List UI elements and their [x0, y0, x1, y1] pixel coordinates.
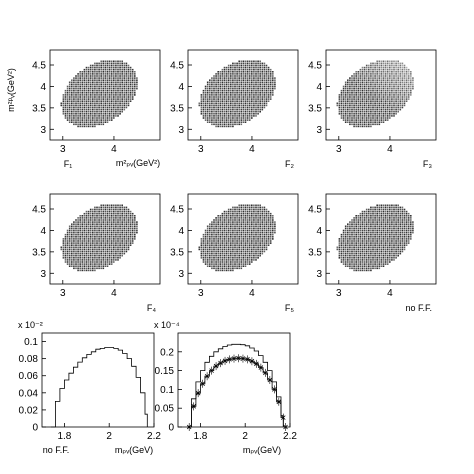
- y-tick-label: 0.02: [19, 405, 39, 416]
- histogram-series-1: [51, 347, 148, 428]
- plot-frame-3: [49, 193, 161, 285]
- dalitz-panel-2: 3 4 3 3.5 4 4.5 F₂: [170, 49, 299, 169]
- y-tick-label: 3.5: [308, 103, 322, 114]
- scale-factor-label: x 10⁻²: [18, 320, 43, 330]
- panel-label: F₅: [285, 303, 294, 313]
- x-tick-label: 2: [106, 431, 112, 442]
- dalitz-region-1: [60, 60, 138, 128]
- dalitz-region-6: [336, 204, 414, 272]
- x-tick-label: 3: [198, 144, 204, 155]
- histogram-series-2: [187, 357, 284, 428]
- plot-frame-5: [325, 193, 437, 285]
- panel-label: no F.F.: [43, 445, 70, 455]
- x-tick-label: 1.8: [57, 431, 71, 442]
- y-tick-label: 4.5: [32, 61, 46, 72]
- y-tick-label: 0.06: [19, 371, 39, 382]
- dalitz-panel-6: 3 4 3 3.5 4 4.5 no F.F.: [308, 193, 437, 313]
- x-axis-label: m²ₚᵥ(GeV²): [116, 158, 160, 168]
- x-axis-label: mₚᵥ(GeV): [243, 445, 281, 455]
- dalitz-region-3: [336, 60, 414, 128]
- y-tick-label: 4.5: [32, 205, 46, 216]
- y-tick-label: 3: [178, 125, 184, 136]
- y-tick-label: 3: [40, 269, 46, 280]
- y-tick-label: 4: [178, 82, 184, 93]
- x-tick-label: 3: [336, 288, 342, 299]
- dalitz-panel-1: 3 4 3 3.5 4 4.5 F₁ m²ₚᵥ(GeV²) m²ᵖᵥ(GeV²): [6, 49, 161, 169]
- panel-label: no F.F.: [405, 303, 432, 313]
- histogram-panel-1: 1.8 2 2.2 0 0.02 0.04 0.06 0.08 0.1 x 10⁻² no F.F.…: [18, 320, 161, 455]
- y-tick-label: 3: [316, 269, 322, 280]
- y-tick-label: 4.5: [308, 205, 322, 216]
- dalitz-region-4: [60, 204, 138, 272]
- histogram-series-1: [187, 343, 284, 428]
- x-tick-label: 3: [336, 144, 342, 155]
- y-tick-label: 3.5: [308, 247, 322, 258]
- y-tick-label: 0.04: [19, 388, 39, 399]
- y-tick-label: 4: [40, 226, 46, 237]
- y-tick-label: 4: [316, 226, 322, 237]
- y-tick-label: 0: [32, 423, 38, 434]
- y-tick-label: 4.5: [308, 61, 322, 72]
- dalitz-panel-4: 3 4 3 3.5 4 4.5 F₄: [32, 193, 161, 313]
- dalitz-region-5: [198, 204, 276, 272]
- y-tick-label: 3: [178, 269, 184, 280]
- plot-frame-6: [41, 332, 155, 428]
- plot-frame-7: [177, 332, 291, 428]
- x-tick-label: 4: [249, 144, 255, 155]
- y-tick-label: 0.2: [160, 347, 174, 358]
- plot-frame-2: [325, 49, 437, 141]
- y-tick-label: 0.15: [155, 366, 175, 377]
- y-tick-label: 3: [316, 125, 322, 136]
- x-tick-label: 4: [111, 144, 117, 155]
- x-axis-label: mₚᵥ(GeV): [115, 445, 153, 455]
- dalitz-panel-3: 3 4 3 3.5 4 4.5 F₃: [308, 49, 437, 169]
- plot-frame-1: [187, 49, 299, 141]
- y-tick-label: 4: [178, 226, 184, 237]
- x-tick-label: 2.2: [283, 431, 297, 442]
- plot-frame-4: [187, 193, 299, 285]
- y-tick-label: 3: [40, 125, 46, 136]
- y-tick-label: 4.5: [170, 61, 184, 72]
- x-tick-label: 4: [387, 288, 393, 299]
- y-tick-label: 4: [316, 82, 322, 93]
- y-tick-label: 0: [168, 423, 174, 434]
- y-tick-label: 4: [40, 82, 46, 93]
- y-tick-label: 3.5: [32, 247, 46, 258]
- x-tick-label: 2.2: [147, 431, 161, 442]
- x-tick-label: 3: [60, 144, 66, 155]
- y-tick-label: 3.5: [170, 103, 184, 114]
- x-tick-label: 2: [242, 431, 248, 442]
- x-tick-label: 4: [387, 144, 393, 155]
- scale-factor-label: x 10⁻⁴: [154, 320, 180, 330]
- y-tick-label: 0.1: [24, 337, 38, 348]
- y-tick-label: 3.5: [170, 247, 184, 258]
- x-tick-label: 3: [60, 288, 66, 299]
- dalitz-panel-5: 3 4 3 3.5 4 4.5 F₅: [170, 193, 299, 313]
- y-tick-label: 0.05: [155, 404, 175, 415]
- x-tick-label: 4: [111, 288, 117, 299]
- panel-label: F₂: [285, 159, 294, 169]
- panel-label: F₄: [147, 303, 156, 313]
- x-tick-label: 4: [249, 288, 255, 299]
- dalitz-region-2: [198, 60, 276, 128]
- y-tick-label: 0.1: [160, 385, 174, 396]
- y-tick-label: 4.5: [170, 205, 184, 216]
- histogram-panel-2: 1.8 2 2.2 0 0.05 0.1 0.15 0.2 x 10⁻⁴ mₚᵥ(GeV): [154, 320, 297, 455]
- panel-label: F₁: [64, 159, 73, 169]
- x-tick-label: 1.8: [193, 431, 207, 442]
- y-tick-label: 3.5: [32, 103, 46, 114]
- x-tick-label: 3: [198, 288, 204, 299]
- y-axis-label: m²ᵖᵥ(GeV²): [6, 68, 16, 112]
- panel-label: F₃: [423, 159, 432, 169]
- plot-frame-0: [49, 49, 161, 141]
- y-tick-label: 0.08: [19, 354, 39, 365]
